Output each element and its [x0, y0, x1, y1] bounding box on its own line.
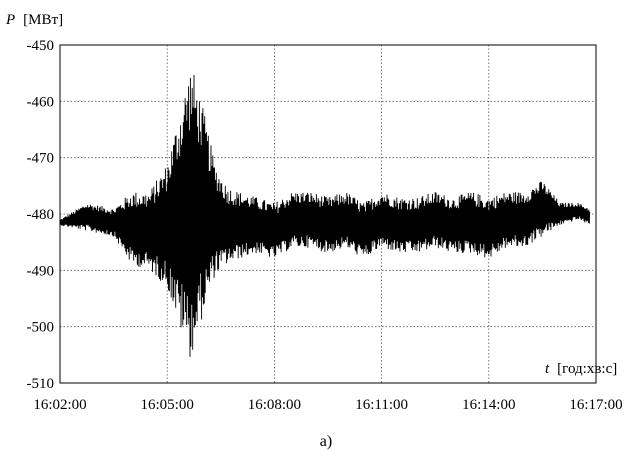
series-1: [59, 74, 591, 357]
y-axis-title: P [МВт]: [5, 11, 63, 28]
y-axis-symbol: P: [5, 12, 15, 28]
x-tick-label: 16:05:00: [141, 397, 194, 413]
x-axis-symbol: t: [545, 361, 550, 377]
y-tick-label: -460: [27, 94, 55, 110]
x-tick-label: 16:14:00: [462, 397, 515, 413]
x-axis: 16:02:00 16:05:00 16:08:00 16:11:00 16:14:00…: [33, 397, 622, 413]
x-tick-label: 16:11:00: [355, 397, 408, 413]
y-tick-label: -470: [27, 151, 55, 167]
y-tick-label: -490: [27, 263, 55, 279]
series-line: [59, 74, 591, 357]
x-axis-unit: [год:хв:с]: [557, 361, 617, 377]
x-tick-label: 16:17:00: [569, 397, 622, 413]
y-tick-label: -450: [27, 38, 55, 54]
x-tick-label: 16:08:00: [248, 397, 301, 413]
x-tick-label: 16:02:00: [33, 397, 86, 413]
y-axis: -450 -460 -470 -480 -490 -500 -510: [27, 38, 55, 392]
x-axis-title: t [год:хв:с]: [545, 360, 617, 377]
y-axis-unit: [МВт]: [23, 12, 63, 28]
plot-frame: [59, 44, 597, 384]
y-tick-label: -480: [27, 207, 55, 223]
panel-label: а): [320, 433, 332, 450]
y-tick-label: -500: [27, 320, 55, 336]
y-tick-label: -510: [27, 376, 55, 392]
